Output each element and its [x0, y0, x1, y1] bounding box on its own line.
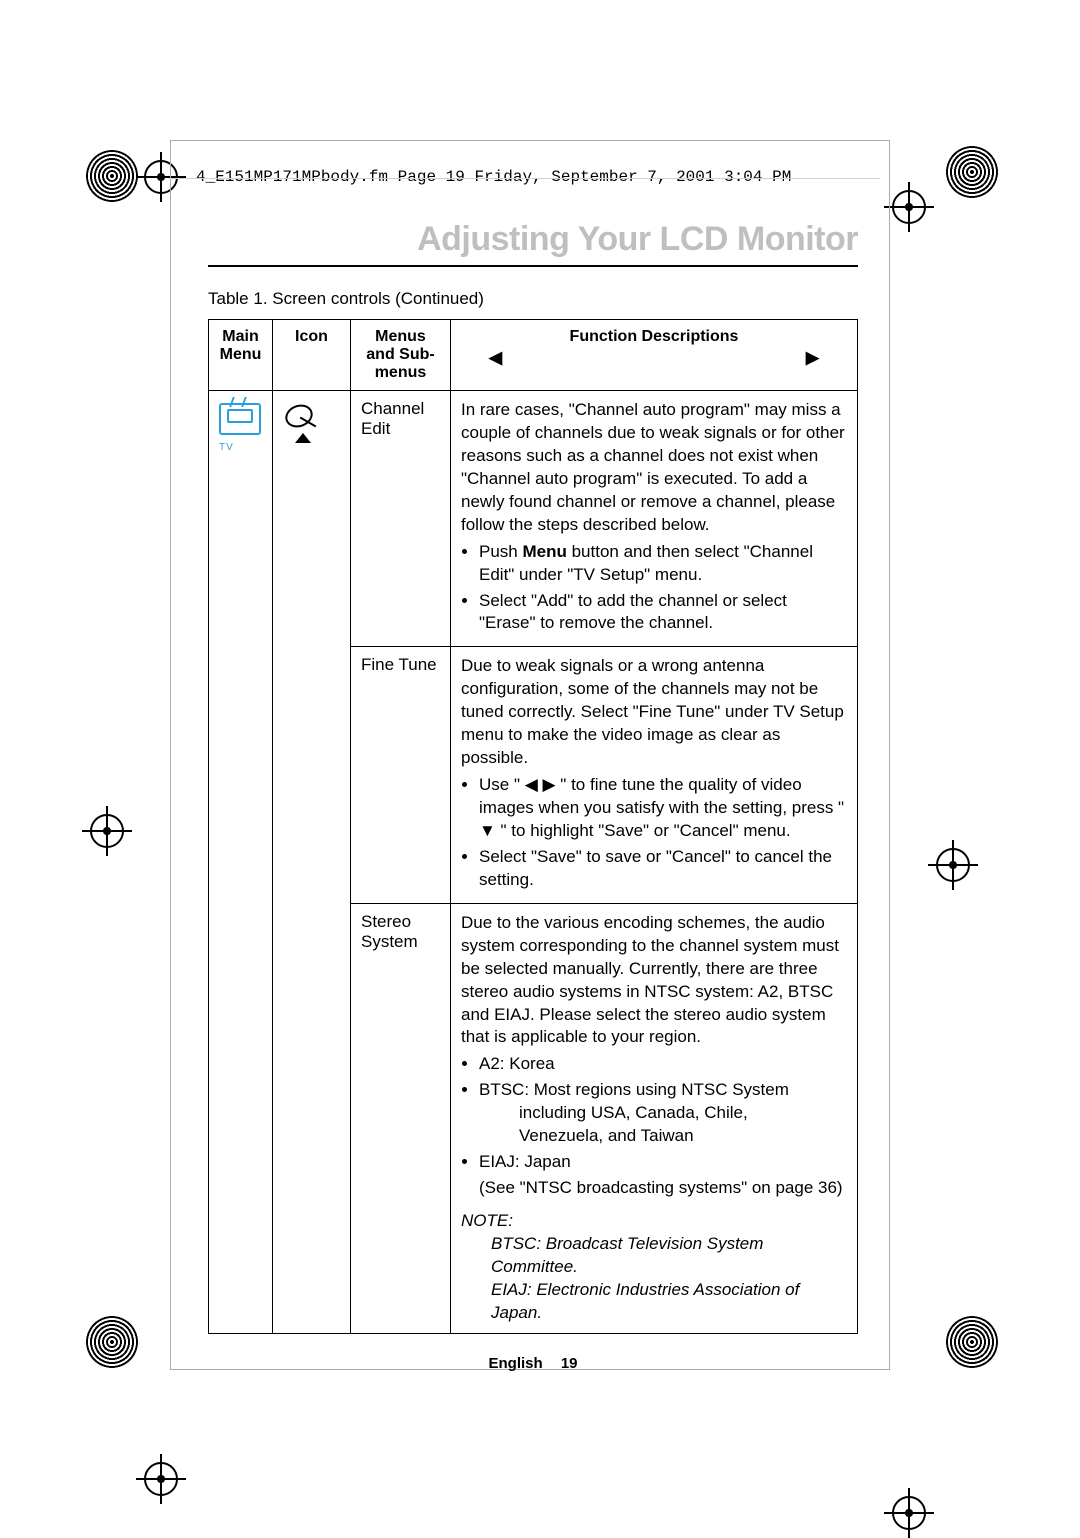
description-cell: Due to the various encoding schemes, the… [451, 903, 858, 1333]
arrow-row: ◀ ▶ [461, 348, 847, 368]
col-header-main: Main Menu [209, 320, 273, 391]
description-text: Due to the various encoding schemes, the… [461, 912, 847, 1050]
arrow-left-icon: ◀ [489, 348, 502, 368]
description-text: Due to weak signals or a wrong antenna c… [461, 655, 847, 770]
crop-circle-tr [946, 146, 998, 198]
tv-icon-label: TV [219, 442, 262, 453]
running-header-line [170, 178, 880, 179]
note-line: EIAJ: Electronic Industries Association … [491, 1279, 847, 1325]
bullet-item: Push Menu button and then select "Channe… [479, 541, 847, 587]
crop-circle-bl [86, 1316, 138, 1368]
footer-lang: English [488, 1355, 542, 1372]
table-row: TV Channel Edit In rare cases, "Channel … [209, 391, 858, 647]
description-cell: In rare cases, "Channel auto program" ma… [451, 391, 858, 647]
page-title: Adjusting Your LCD Monitor [208, 220, 858, 259]
col-header-submenus: Menus and Sub-menus [351, 320, 451, 391]
crop-circle-tl [86, 150, 138, 202]
col-header-icon: Icon [273, 320, 351, 391]
registration-mark-ml [90, 814, 124, 848]
crop-circle-br [946, 1316, 998, 1368]
screen-controls-table: Main Menu Icon Menus and Sub-menus Funct… [208, 319, 858, 1334]
page-footer: English 19 [208, 1355, 858, 1372]
bullet-subline: Venezuela, and Taiwan [519, 1125, 847, 1148]
registration-mark-tr [892, 190, 926, 224]
see-reference: (See "NTSC broadcasting systems" on page… [479, 1177, 847, 1200]
registration-mark-bl [144, 1462, 178, 1496]
bullet-list: Use " ◀ ▶ " to fine tune the quality of … [479, 774, 847, 892]
tv-icon [219, 403, 261, 435]
registration-mark-br [892, 1496, 926, 1530]
table-caption: Table 1. Screen controls (Continued) [208, 289, 858, 309]
bullet-item: Select "Save" to save or "Cancel" to can… [479, 846, 847, 892]
note-line: BTSC: Broadcast Television System Commit… [491, 1233, 847, 1279]
submenu-cell: Channel Edit [351, 391, 451, 647]
bullet-list: A2: Korea BTSC: Most regions using NTSC … [479, 1053, 847, 1174]
registration-mark-mr [936, 848, 970, 882]
footer-page-number: 19 [561, 1355, 578, 1372]
running-header-text: 4_E151MP171MPbody.fm Page 19 Friday, Sep… [196, 168, 791, 186]
main-menu-cell: TV [209, 391, 273, 1334]
col-header-function: Function Descriptions ◀ ▶ [451, 320, 858, 391]
submenu-cell: Fine Tune [351, 647, 451, 903]
bullet-item: BTSC: Most regions using NTSC System inc… [479, 1079, 847, 1148]
table-header-row: Main Menu Icon Menus and Sub-menus Funct… [209, 320, 858, 391]
bullet-item: Use " ◀ ▶ " to fine tune the quality of … [479, 774, 847, 843]
bullet-item: EIAJ: Japan [479, 1151, 847, 1174]
note-label: NOTE: [461, 1210, 847, 1233]
bullet-text: BTSC: Most regions using NTSC System [479, 1080, 789, 1099]
icon-cell [273, 391, 351, 1334]
description-cell: Due to weak signals or a wrong antenna c… [451, 647, 858, 903]
running-header: 4_E151MP171MPbody.fm Page 19 Friday, Sep… [196, 168, 791, 186]
page-content: Adjusting Your LCD Monitor Table 1. Scre… [208, 220, 858, 1334]
satellite-icon [283, 403, 323, 443]
function-header-text: Function Descriptions [461, 328, 847, 346]
bullet-item: Select "Add" to add the channel or selec… [479, 590, 847, 636]
arrow-right-icon: ▶ [806, 348, 819, 368]
submenu-cell: Stereo System [351, 903, 451, 1333]
bullet-item: A2: Korea [479, 1053, 847, 1076]
bullet-list: Push Menu button and then select "Channe… [479, 541, 847, 636]
description-text: In rare cases, "Channel auto program" ma… [461, 399, 847, 537]
bullet-subline: including USA, Canada, Chile, [519, 1102, 847, 1125]
title-rule [208, 265, 858, 267]
